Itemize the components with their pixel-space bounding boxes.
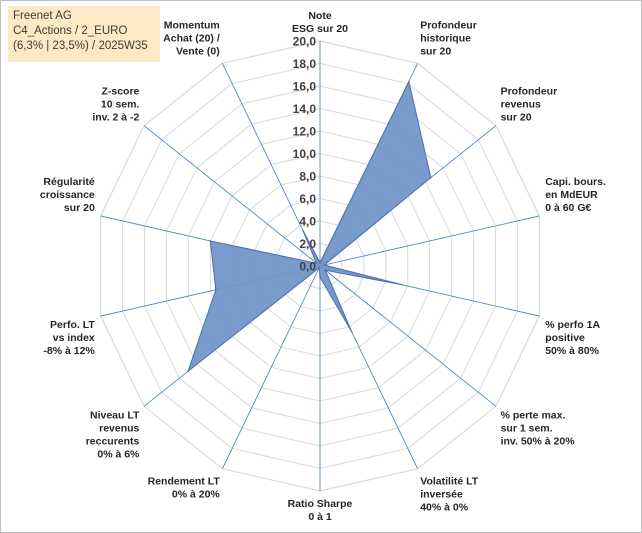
data-point [430,176,432,179]
tick-label: 8,0 [299,170,316,184]
category-label: C4_Actions / 2_EURO [13,25,128,37]
radar-spoke [222,265,321,469]
data-point [319,261,321,264]
title-box: Freenet AG C4_Actions / 2_EURO (6,3% | 2… [8,6,160,62]
tick-label: 18,0 [293,57,317,71]
data-point [401,283,404,286]
tick-label: 10,0 [293,147,317,161]
radar-tick-labels: 0,0 2,0 4,0 6,0 8,0 10,0 12,0 14,0 16,0 18,0 20,0 [293,35,317,274]
axis-label: Ratio Sharpe 0 à 1 [288,498,353,523]
axis-label: Note ESG sur 20 [292,10,348,35]
radar-series [187,80,432,373]
axis-label: % perfo 1A positive 50% à 80% [545,319,600,357]
axis-label: Profondeur revenus sur 20 [501,86,558,124]
radar-axis-labels: Note ESG sur 20 Profondeur historique sur 20… [40,10,606,523]
radar-spoke [319,215,540,267]
tick-label: 6,0 [299,192,316,206]
data-point [187,370,189,373]
tick-label: 20,0 [293,35,317,49]
axis-label: Perfo. LT vs index -8% à 12% [43,319,95,357]
tick-label: 12,0 [293,125,317,139]
radar-spoke [319,265,497,407]
data-point [209,240,212,242]
data-point [324,269,327,272]
data-point [350,331,353,333]
performance-week-label: (6,3% | 23,5%) / 2025W35 [13,40,148,52]
axis-label: Niveau LT revenus reccurents 0% à 6% [86,409,140,460]
axis-label: Profondeur historique sur 20 [420,19,477,57]
data-point [318,267,320,269]
data-point [315,262,318,264]
tick-label: 4,0 [299,215,316,229]
axis-label: Régularité croissance sur 20 [40,176,95,214]
radar-spoke [143,125,321,267]
company-name: Freenet AG [13,10,72,22]
data-point [302,229,304,232]
tick-label: 0,0 [299,260,316,274]
data-point [323,264,326,266]
axis-label: Rendement LT 0% à 20% [148,476,221,501]
data-point [215,288,217,291]
axis-label: Z-score 10 sem. inv. 2 à -2 [92,86,139,124]
data-point [319,276,321,279]
axis-label: Volatilité LT inversée 40% à 0% [420,476,479,514]
axis-label: Momentum Achat (20) / Vente (0) [163,19,220,57]
data-point [408,80,410,83]
tick-label: 14,0 [293,102,317,116]
axis-label: % perte max. sur 1 sem. inv. 50% à 20% [501,409,576,447]
tick-label: 16,0 [293,80,317,94]
axis-label: Capi. bours. en MdEUR 0 à 60 G€ [545,176,606,214]
tick-label: 2,0 [299,237,316,251]
